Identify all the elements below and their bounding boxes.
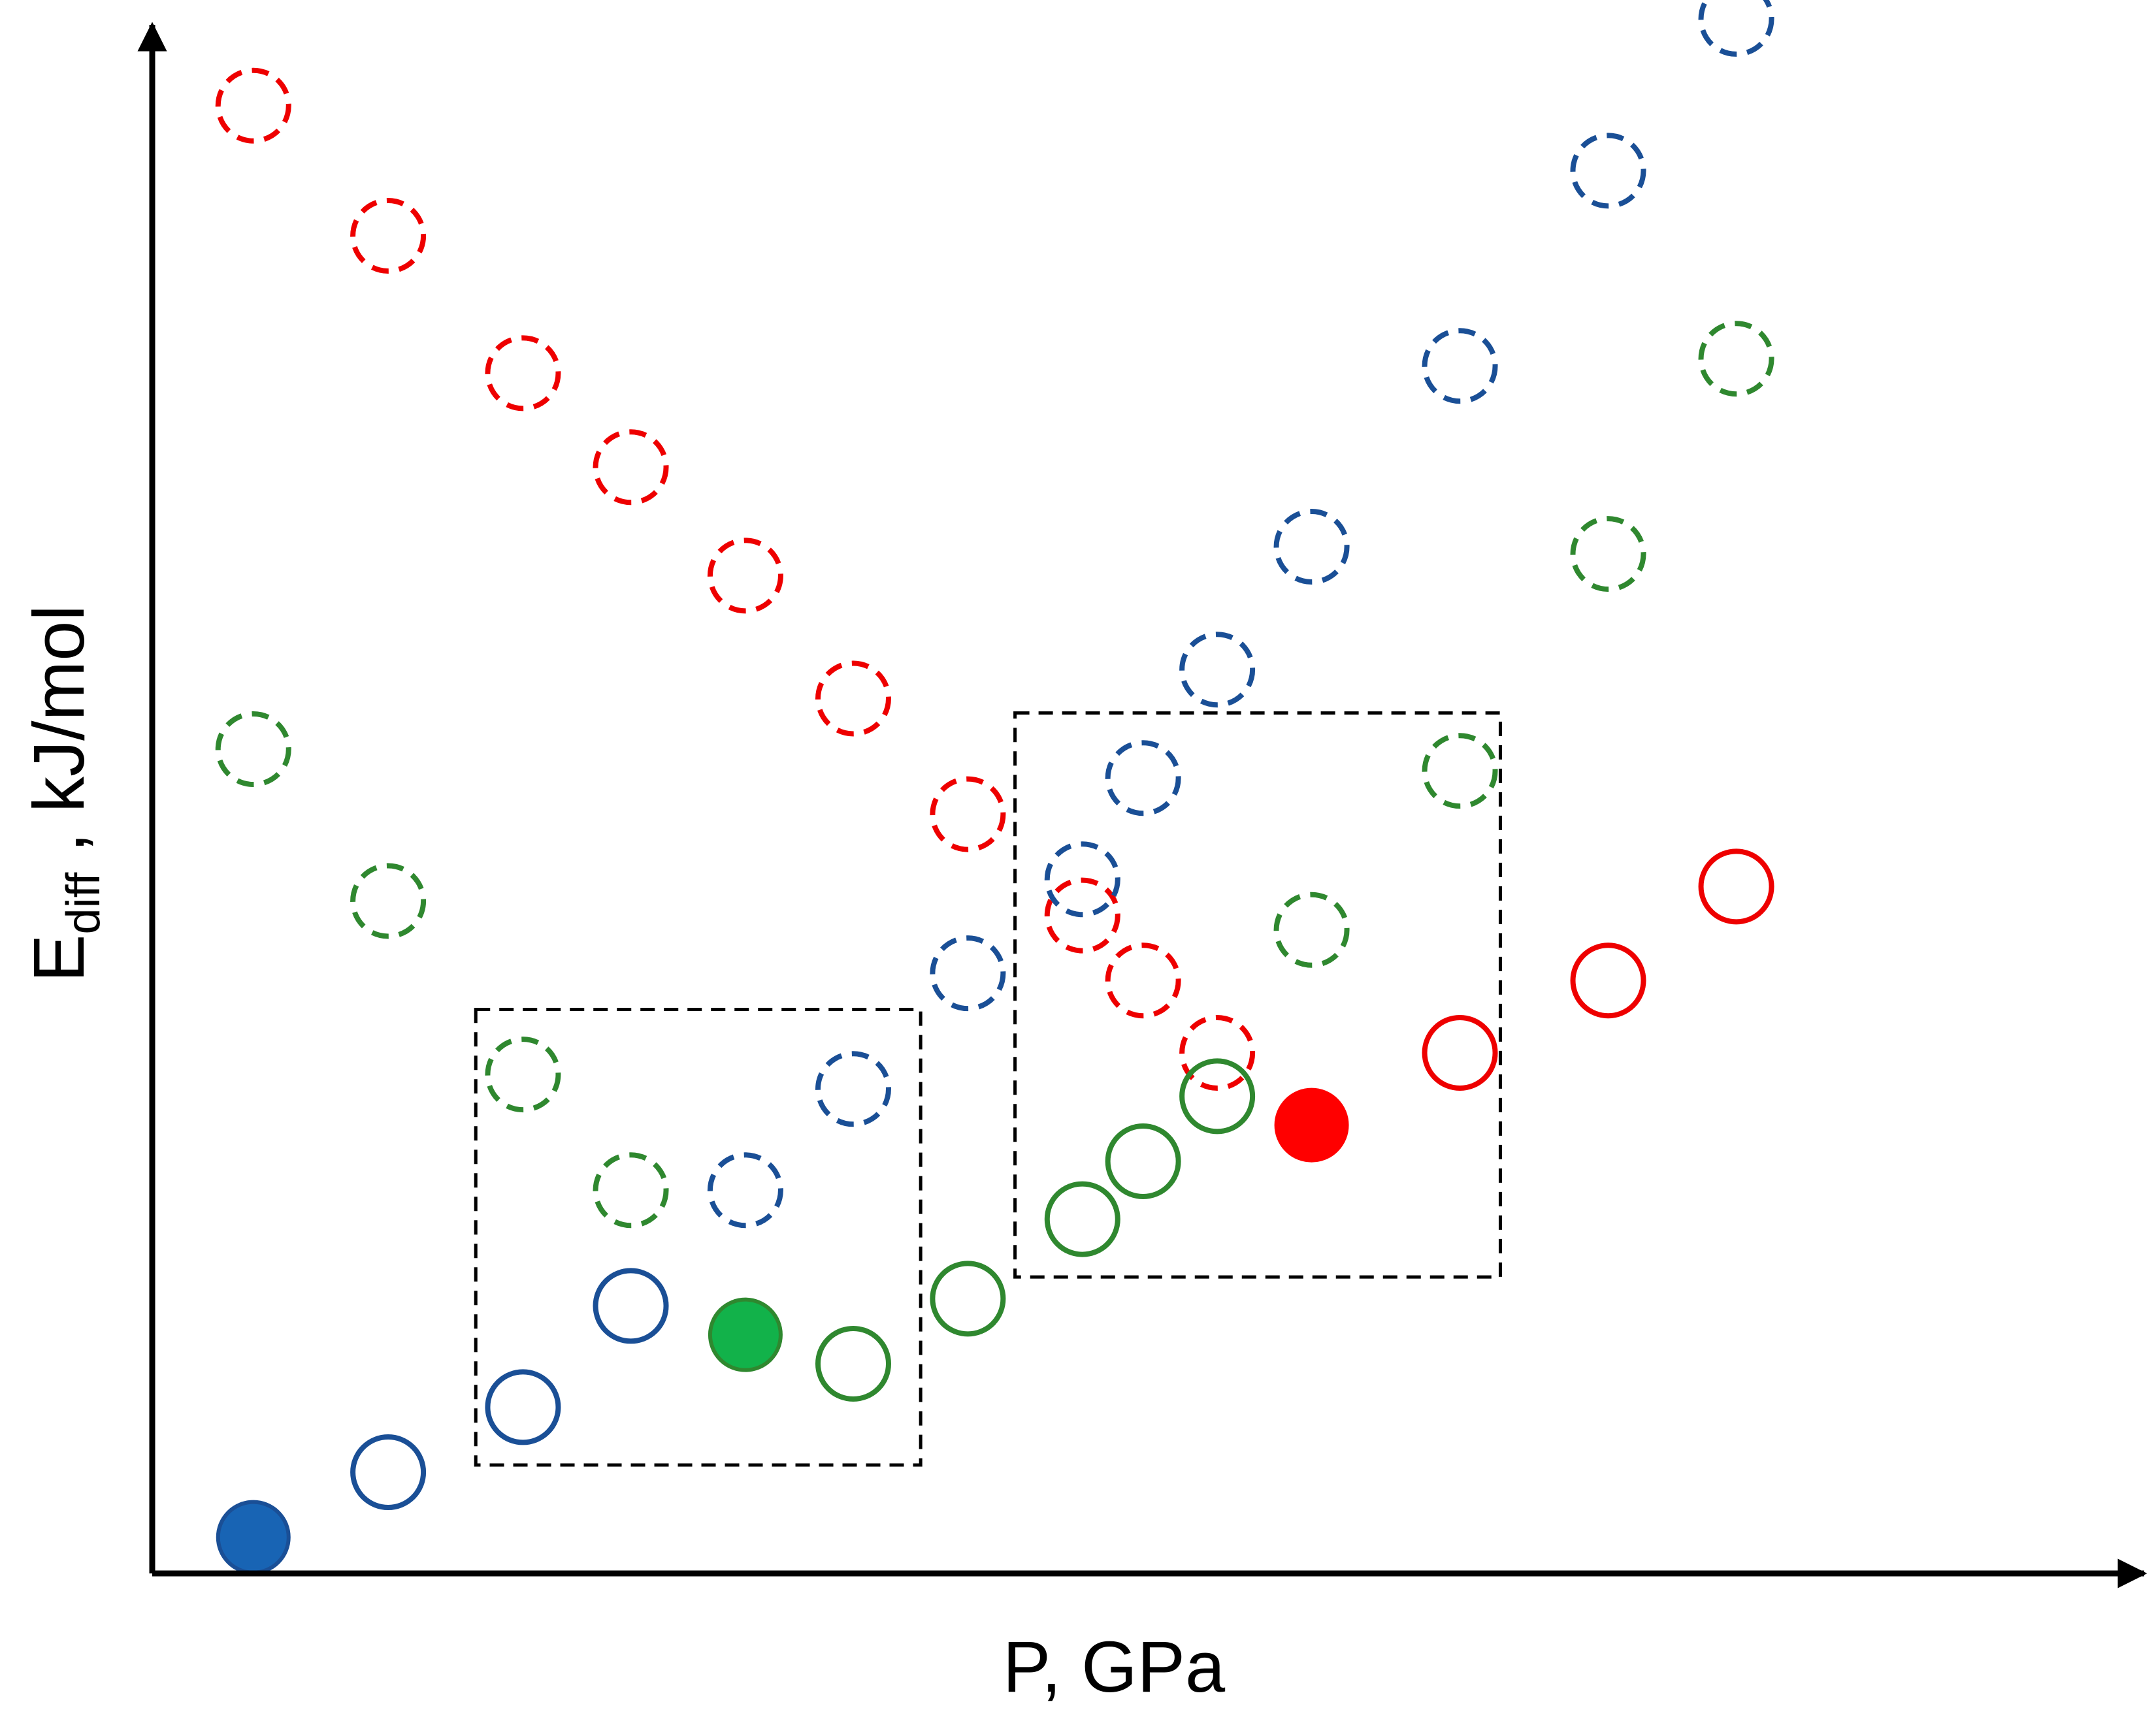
filled-point-blue bbox=[216, 1500, 291, 1575]
dashed-point-red bbox=[1105, 942, 1181, 1019]
dashed-point-green bbox=[1273, 892, 1350, 968]
dashed-point-green bbox=[485, 1037, 561, 1113]
dashed-point-blue bbox=[1044, 841, 1120, 918]
y-axis-title-main: E bbox=[19, 934, 99, 982]
solid-point-red bbox=[1422, 1014, 1498, 1091]
dashed-point-blue bbox=[1179, 632, 1256, 708]
dashed-point-blue bbox=[815, 1051, 891, 1127]
x-axis-title: P, GPa bbox=[1003, 1627, 1226, 1707]
dashed-point-green bbox=[593, 1152, 669, 1229]
dashed-point-blue bbox=[930, 935, 1006, 1012]
dashed-point-red bbox=[350, 198, 427, 274]
data-points bbox=[215, 0, 1774, 1575]
solid-point-blue bbox=[593, 1268, 669, 1344]
dashed-point-red bbox=[815, 660, 891, 737]
y-axis-title: Ediff , kJ/mol bbox=[19, 605, 110, 982]
dashed-point-blue bbox=[1570, 133, 1646, 209]
solid-point-blue bbox=[485, 1369, 561, 1445]
dashed-point-red bbox=[215, 67, 291, 144]
dashed-point-blue bbox=[1422, 328, 1498, 404]
dashed-point-red bbox=[707, 538, 783, 614]
solid-point-green bbox=[1105, 1123, 1181, 1200]
dashed-point-blue bbox=[707, 1152, 783, 1229]
dashed-point-red bbox=[593, 429, 669, 506]
highlight-box-2 bbox=[1013, 711, 1502, 1279]
highlight-boxes bbox=[474, 711, 1502, 1467]
dashed-point-green bbox=[1570, 516, 1646, 592]
dashed-point-green bbox=[350, 863, 427, 939]
dashed-point-red bbox=[485, 335, 561, 411]
dashed-point-blue bbox=[1273, 509, 1350, 585]
dashed-point-green bbox=[1422, 733, 1498, 809]
solid-point-red bbox=[1698, 848, 1774, 925]
dashed-point-red bbox=[930, 776, 1006, 852]
dashed-point-blue bbox=[1698, 0, 1774, 57]
solid-point-green bbox=[1044, 1181, 1120, 1257]
y-axis-title-rest: , kJ/mol bbox=[19, 605, 99, 873]
dashed-point-green bbox=[1698, 321, 1774, 397]
solid-point-green bbox=[1179, 1058, 1256, 1135]
solid-point-green bbox=[930, 1261, 1006, 1337]
y-axis-title-subscript: diff bbox=[57, 872, 110, 935]
filled-point-green bbox=[708, 1297, 783, 1372]
solid-point-red bbox=[1570, 942, 1646, 1019]
dashed-point-green bbox=[215, 711, 291, 788]
filled-point-red bbox=[1274, 1087, 1349, 1163]
highlight-box-1 bbox=[474, 1008, 923, 1467]
dashed-point-red bbox=[1044, 877, 1120, 954]
dashed-point-red bbox=[1179, 1014, 1256, 1091]
dashed-point-blue bbox=[1105, 740, 1181, 816]
solid-point-green bbox=[815, 1325, 891, 1402]
solid-point-blue bbox=[350, 1434, 427, 1511]
